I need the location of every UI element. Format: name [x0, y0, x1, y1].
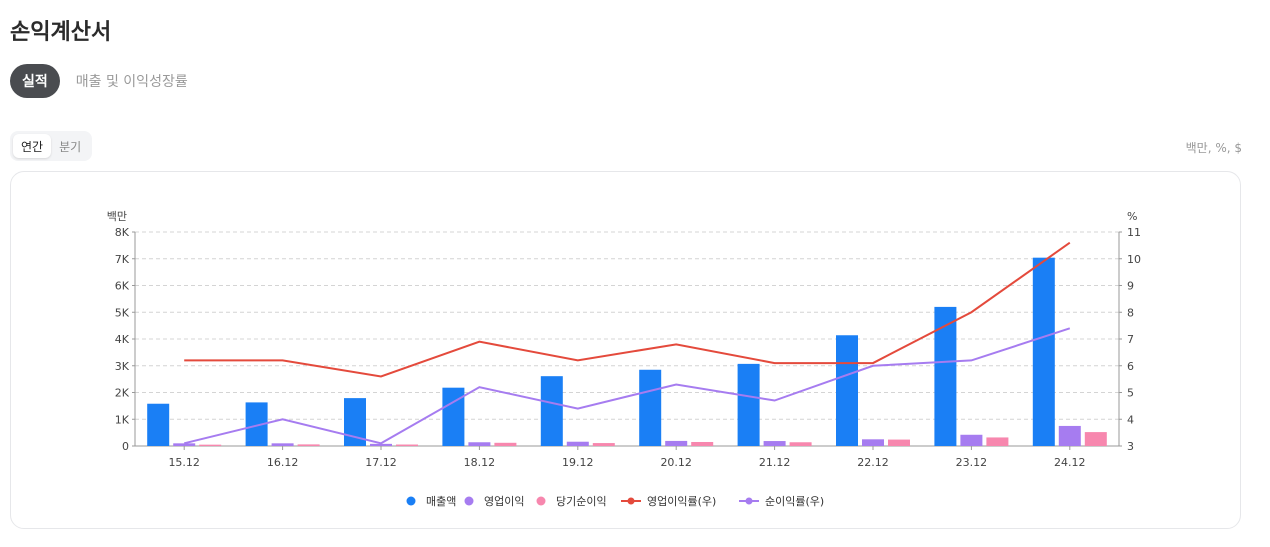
legend-label: 영업이익	[484, 495, 524, 508]
x-tick-label: 16.12	[267, 456, 299, 469]
bar-operating-profit	[862, 439, 884, 446]
y-left-tick-label: 8K	[115, 226, 130, 239]
legend-marker	[627, 497, 635, 505]
y-right-tick-label: 9	[1127, 280, 1134, 293]
bar-revenue	[934, 306, 957, 446]
y-right-tick-label: 5	[1127, 387, 1134, 400]
y-right-tick-label: 3	[1127, 440, 1134, 453]
x-tick-label: 24.12	[1054, 456, 1086, 469]
bar-net-income	[494, 442, 517, 446]
bar-net-income	[789, 442, 812, 446]
bar-operating-profit	[665, 440, 688, 446]
bar-revenue	[245, 402, 268, 446]
bar-revenue	[147, 403, 170, 446]
y-left-tick-label: 1K	[115, 413, 130, 426]
legend-label: 매출액	[426, 495, 456, 508]
y-right-tick-label: 11	[1127, 226, 1141, 239]
bar-net-income	[592, 443, 615, 446]
bar-operating-profit	[960, 434, 983, 446]
period-quarterly-button[interactable]: 분기	[59, 139, 82, 154]
bar-operating-profit	[763, 441, 786, 446]
x-tick-label: 23.12	[956, 456, 988, 469]
bar-net-income	[691, 441, 714, 446]
y-right-tick-label: 4	[1127, 413, 1134, 426]
period-annual-button[interactable]: 연간	[13, 134, 52, 158]
x-tick-label: 18.12	[464, 456, 496, 469]
legend-label: 당기순이익	[556, 495, 607, 508]
bar-operating-profit	[271, 443, 294, 446]
y-left-tick-label: 6K	[115, 280, 130, 293]
legend-marker	[406, 496, 416, 506]
bar-net-income	[1084, 432, 1107, 446]
unit-note: 백만, %, $	[1185, 141, 1242, 155]
legend-marker	[536, 496, 546, 506]
tab-performance[interactable]: 실적	[10, 64, 60, 98]
legend-label: 영업이익률(우)	[647, 495, 716, 508]
x-tick-label: 20.12	[660, 456, 692, 469]
x-tick-label: 15.12	[168, 456, 200, 469]
bar-net-income	[396, 444, 418, 446]
bar-revenue	[836, 335, 858, 446]
bar-revenue	[1032, 257, 1055, 446]
bar-operating-profit	[370, 443, 392, 446]
y-right-tick-label: 8	[1127, 306, 1134, 319]
bar-operating-profit	[173, 443, 196, 446]
y-left-tick-label: 2K	[115, 387, 130, 400]
bar-operating-profit	[1058, 425, 1081, 446]
bar-net-income	[888, 439, 910, 446]
bar-revenue	[540, 376, 563, 446]
bar-operating-profit	[566, 441, 589, 446]
period-toggle: 연간 분기	[10, 131, 93, 161]
y-left-tick-label: 4K	[115, 333, 130, 346]
net-margin-line	[183, 327, 1071, 445]
legend-marker	[745, 497, 753, 505]
bar-revenue	[737, 363, 760, 446]
tab-growth-rate[interactable]: 매출 및 이익성장률	[75, 74, 188, 90]
bar-revenue	[639, 369, 662, 446]
legend-label: 순이익률(우)	[765, 495, 824, 508]
main-tabs: 실적 매출 및 이익성장률	[10, 64, 188, 98]
y-right-axis-title: %	[1127, 210, 1137, 223]
income-chart: 0 1K 2K 3K 4K 5K 6K 7K 8K 3 4 5 6 7 8 9 10 11 백만 % 15.12 16.1…	[107, 210, 1141, 508]
y-right-tick-label: 7	[1127, 333, 1134, 346]
bar-net-income	[986, 437, 1009, 446]
x-tick-label: 22.12	[857, 456, 889, 469]
y-left-tick-label: 0	[122, 440, 129, 453]
bar-operating-profit	[468, 442, 491, 446]
y-left-tick-label: 5K	[115, 306, 130, 319]
y-left-axis-title: 백만	[107, 210, 127, 223]
operating-margin-line	[184, 241, 1071, 378]
bar-revenue	[344, 398, 366, 446]
y-left-tick-label: 7K	[115, 253, 130, 266]
y-right-tick-label: 10	[1127, 253, 1141, 266]
x-tick-label: 19.12	[562, 456, 594, 469]
x-tick-label: 21.12	[759, 456, 791, 469]
y-right-tick-label: 6	[1127, 360, 1134, 373]
legend-marker	[464, 496, 474, 506]
y-left-tick-label: 3K	[115, 360, 130, 373]
x-tick-label: 17.12	[365, 456, 397, 469]
page-title: 손익계산서	[10, 20, 112, 45]
bar-net-income	[297, 444, 320, 446]
bar-revenue	[442, 387, 465, 446]
chart-card: 0 1K 2K 3K 4K 5K 6K 7K 8K 3 4 5 6 7 8 9 10 11 백만% 15.12 16.1…	[10, 171, 1241, 529]
bar-net-income	[199, 444, 222, 446]
